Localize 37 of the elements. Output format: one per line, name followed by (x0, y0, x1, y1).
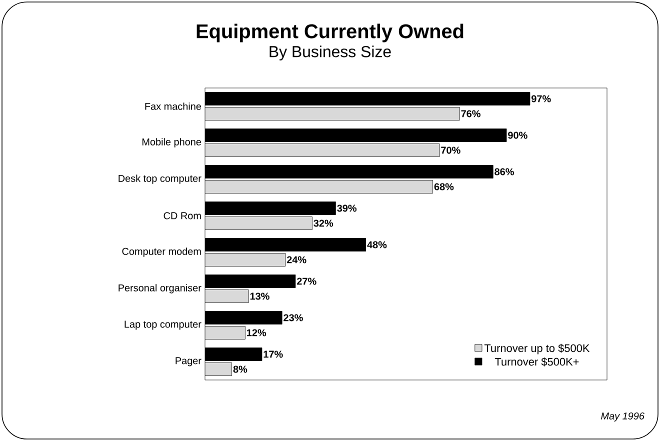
data-label: 8% (233, 366, 248, 373)
y-tick-label: Desk top computer (118, 174, 202, 184)
y-tick-label: CD Rom (164, 212, 201, 220)
data-label: 86% (494, 168, 514, 176)
data-label: 32% (314, 220, 334, 227)
data-label: 97% (531, 95, 551, 102)
data-label: 70% (441, 146, 460, 154)
data-label: 23% (284, 314, 303, 322)
data-label: 24% (286, 256, 306, 264)
y-tick-label: Fax machine (145, 102, 202, 110)
text: May 1996 (601, 412, 644, 422)
data-label: 90% (508, 132, 528, 139)
data-label: 76% (461, 110, 480, 118)
y-tick-label: Pager (176, 357, 202, 366)
y-tick-label: Computer modem (122, 248, 201, 257)
data-label: 68% (434, 183, 454, 190)
bar (205, 290, 249, 303)
bar (205, 180, 434, 194)
bar (205, 144, 440, 157)
bar (205, 216, 312, 230)
data-label: 12% (247, 329, 266, 336)
chart-title: Equipment Currently Owned (196, 24, 464, 42)
y-tick-label: Mobile phone (142, 138, 202, 148)
data-label: 48% (367, 241, 387, 248)
data-label: 13% (250, 292, 270, 300)
bar (205, 326, 246, 340)
bar (205, 253, 286, 266)
y-tick-label: Lap top computer (124, 320, 202, 330)
data-label: 39% (337, 204, 357, 212)
bar (205, 107, 460, 120)
legend-label: Turnover $500K+ (494, 357, 579, 366)
chart-subtitle: By Business Size (270, 46, 391, 60)
legend-label: Turnover up to $500K (484, 344, 590, 354)
data-label: 17% (264, 350, 283, 358)
data-label: 27% (296, 278, 316, 285)
bar (205, 362, 232, 376)
y-tick-label: Personal organiser (118, 284, 202, 294)
